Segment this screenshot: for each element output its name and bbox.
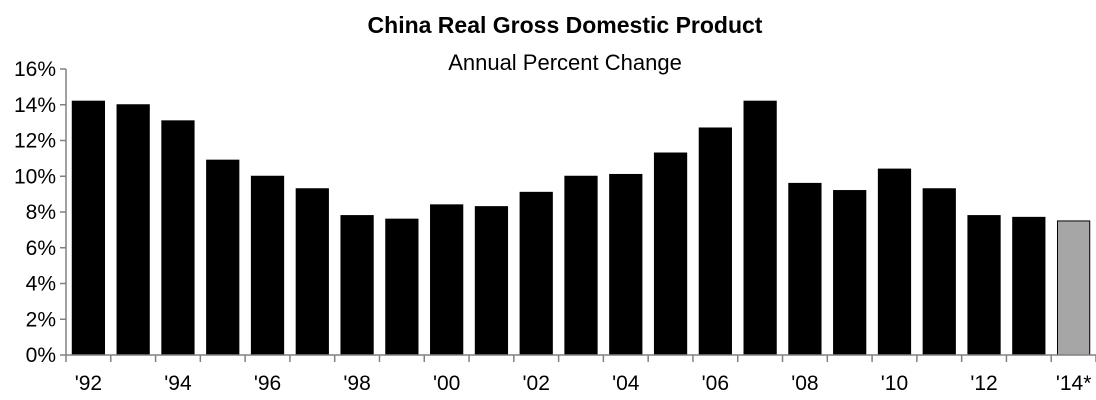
bar-99 xyxy=(386,219,418,355)
y-tick-label: 6% xyxy=(26,237,56,260)
y-tick-label: 0% xyxy=(26,344,56,367)
bar-02 xyxy=(520,192,552,355)
x-tick-label: '12 xyxy=(970,372,997,395)
bar-92 xyxy=(72,101,104,355)
y-tick-label: 12% xyxy=(14,130,56,153)
x-tick-label: '02 xyxy=(523,372,550,395)
bar-04 xyxy=(610,174,642,355)
bar-09 xyxy=(834,191,866,355)
y-tick-label: 8% xyxy=(26,201,56,224)
x-tick-label: '00 xyxy=(433,372,460,395)
x-tick-label: '06 xyxy=(702,372,729,395)
x-tick-label: '98 xyxy=(343,372,370,395)
bar-12 xyxy=(968,216,1000,355)
bar-01 xyxy=(475,207,507,355)
x-tick-label: '08 xyxy=(791,372,818,395)
x-axis: '92 '94 '96 '98 '00 '02 '04 '06 '08 '10 '12 '14* xyxy=(66,355,1096,395)
bar-13 xyxy=(1013,217,1045,355)
bars-group xyxy=(72,101,1089,355)
bar-00 xyxy=(431,205,463,355)
x-tick-label: '96 xyxy=(254,372,281,395)
x-tick-label: '94 xyxy=(164,372,192,395)
bar-03 xyxy=(565,176,597,355)
bar-94 xyxy=(162,121,194,355)
bar-93 xyxy=(117,105,149,355)
y-tick-label: 2% xyxy=(26,308,56,331)
bar-10 xyxy=(878,169,910,355)
bar-14-est xyxy=(1057,221,1089,355)
bar-08 xyxy=(789,183,821,355)
bar-95 xyxy=(207,160,239,355)
y-tick-label: 4% xyxy=(26,273,56,296)
bar-97 xyxy=(296,189,328,355)
x-tick-label: '04 xyxy=(612,372,640,395)
x-tick-label: '10 xyxy=(881,372,908,395)
bar-06 xyxy=(699,128,731,355)
y-tick-label: 10% xyxy=(14,165,56,188)
y-tick-label: 14% xyxy=(14,94,56,117)
bar-07 xyxy=(744,101,776,355)
x-tick-label: '14* xyxy=(1056,372,1092,395)
y-tick-label: 16% xyxy=(14,58,56,81)
y-axis: 0% 2% 4% 6% 8% 10% 12% 14% 16% xyxy=(14,58,66,367)
bar-11 xyxy=(923,189,955,355)
bar-96 xyxy=(251,176,283,355)
bar-05 xyxy=(654,153,686,355)
x-tick-label: '92 xyxy=(75,372,102,395)
bar-98 xyxy=(341,216,373,355)
